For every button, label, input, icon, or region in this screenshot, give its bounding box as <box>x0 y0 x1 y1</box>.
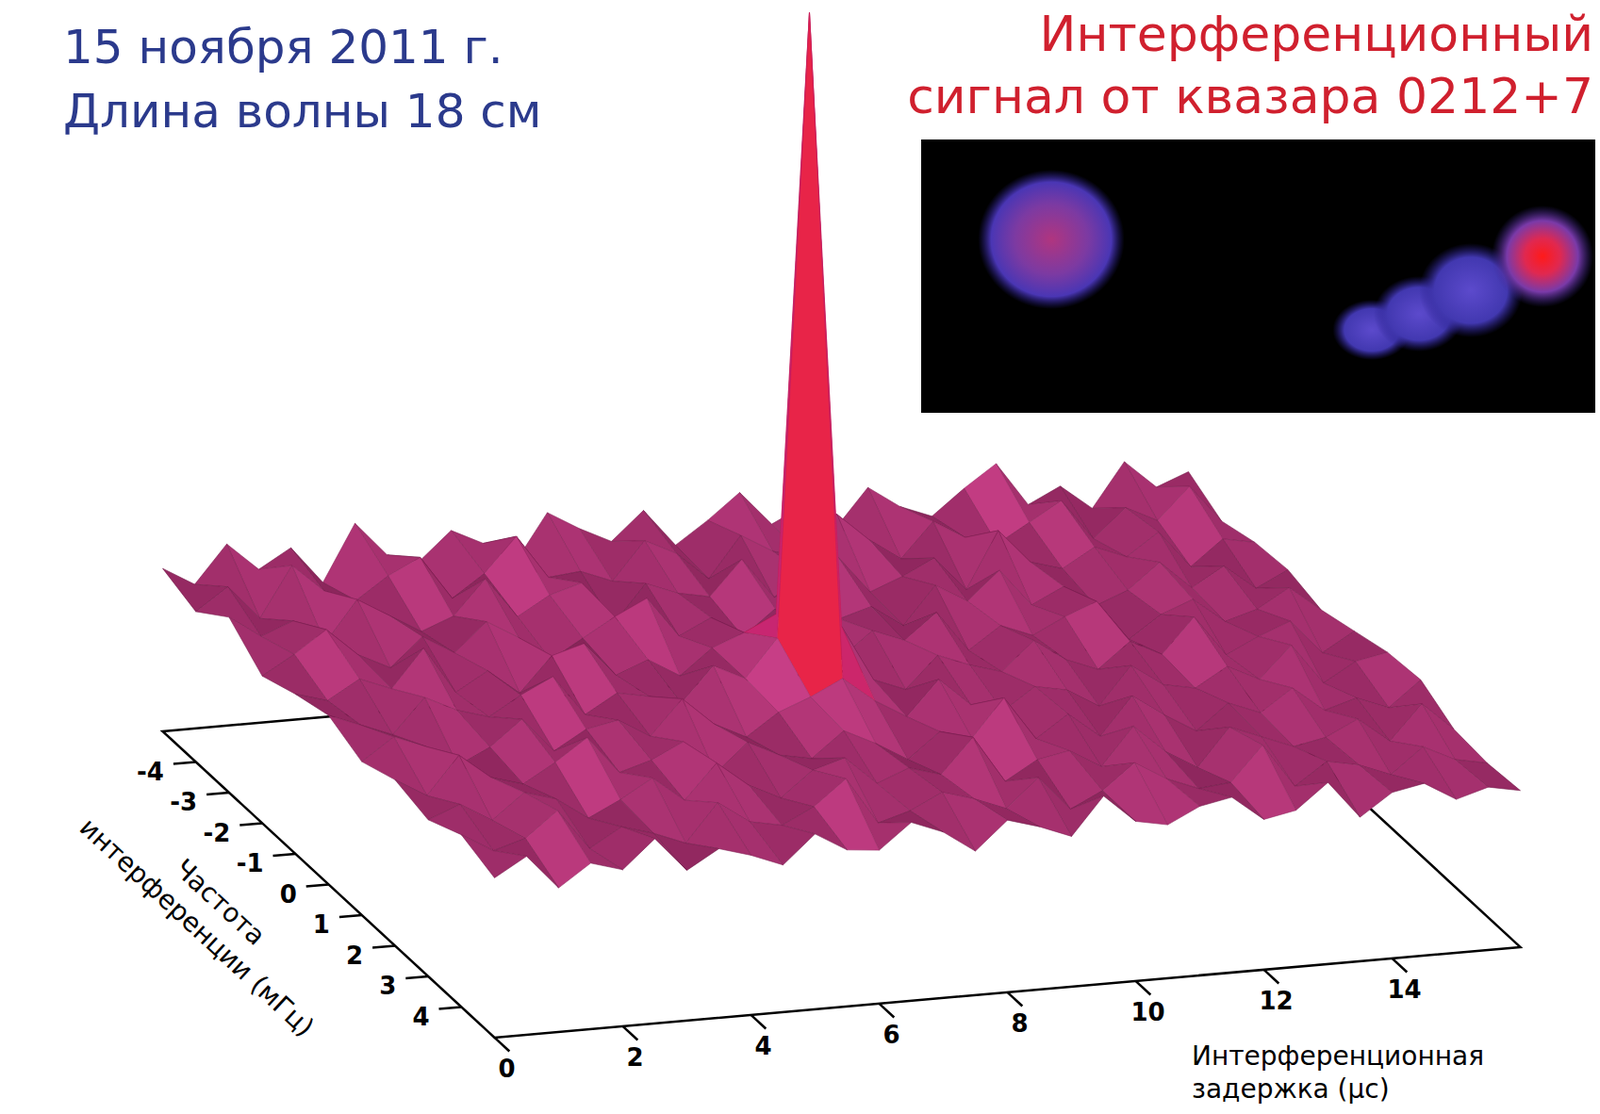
svg-text:задержка (μс): задержка (μс) <box>1191 1073 1390 1106</box>
svg-text:1: 1 <box>313 910 330 940</box>
svg-text:12: 12 <box>1258 987 1293 1016</box>
svg-text:-1: -1 <box>236 849 264 878</box>
svg-text:10: 10 <box>1130 998 1165 1027</box>
svg-text:4: 4 <box>754 1032 772 1061</box>
svg-text:-4: -4 <box>136 758 165 787</box>
svg-text:Частота: Частота <box>168 853 272 952</box>
svg-text:0: 0 <box>497 1055 515 1084</box>
svg-text:15 ноября 2011 г.: 15 ноября 2011 г. <box>63 19 504 75</box>
svg-text:Интерференционный: Интерференционный <box>1039 5 1595 63</box>
svg-text:Длина волны 18 см: Длина волны 18 см <box>63 83 543 139</box>
svg-text:0: 0 <box>280 880 297 909</box>
svg-text:-2: -2 <box>202 819 231 848</box>
svg-text:2: 2 <box>626 1043 644 1073</box>
svg-text:сигнал от квазара 0212+7: сигнал от квазара 0212+7 <box>907 67 1594 125</box>
svg-text:Интерференционная: Интерференционная <box>1191 1040 1485 1073</box>
svg-text:-3: -3 <box>169 788 198 817</box>
svg-text:3: 3 <box>379 972 396 1001</box>
svg-text:14: 14 <box>1386 975 1421 1005</box>
svg-text:4: 4 <box>412 1003 429 1032</box>
svg-text:2: 2 <box>346 941 363 971</box>
svg-text:6: 6 <box>882 1021 900 1050</box>
svg-text:интерференции (мГц): интерференции (мГц) <box>73 811 321 1043</box>
svg-text:8: 8 <box>1010 1009 1028 1039</box>
